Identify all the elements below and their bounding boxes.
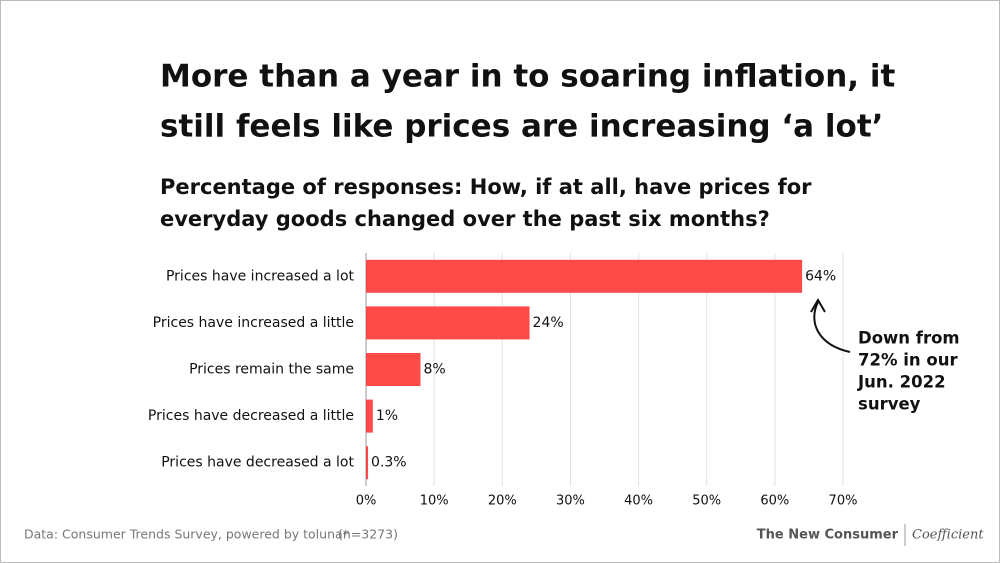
- annotation-arrowhead: [810, 298, 826, 313]
- value-label: 0.3%: [371, 455, 407, 471]
- x-tick-label: 70%: [829, 494, 858, 509]
- x-tick-label: 0%: [356, 494, 377, 509]
- x-tick-label: 50%: [692, 494, 721, 509]
- value-label: 8%: [424, 362, 446, 378]
- annotation: Down from: [858, 329, 960, 348]
- x-tick-label: 20%: [488, 494, 517, 509]
- chart-title: More than a year in to soaring inflation…: [160, 59, 895, 95]
- annotation: 72% in our: [858, 351, 958, 370]
- y-tick-label: Prices have decreased a little: [148, 408, 354, 424]
- y-tick-label: Prices have increased a lot: [166, 268, 355, 284]
- bar: [366, 306, 530, 340]
- bar: [366, 353, 421, 386]
- bar: [366, 446, 369, 480]
- bar: [366, 259, 803, 293]
- source: Data: Consumer Trends Survey, powered by…: [24, 527, 349, 542]
- value-label: 64%: [805, 268, 836, 284]
- brand: Coefficient: [912, 528, 984, 543]
- x-tick-label: 60%: [760, 494, 789, 509]
- annotation-arrow: [813, 301, 851, 353]
- chart-title: still feels like prices are increasing ‘…: [160, 109, 883, 145]
- annotation: Jun. 2022: [857, 373, 946, 392]
- x-tick-label: 30%: [556, 494, 585, 509]
- value-label: 24%: [533, 315, 564, 331]
- brand: The New Consumer: [757, 528, 899, 543]
- y-tick-label: Prices have increased a little: [153, 315, 354, 331]
- annotation: survey: [858, 395, 921, 414]
- y-tick-label: Prices remain the same: [189, 362, 354, 378]
- x-tick-label: 40%: [624, 494, 653, 509]
- chart-subtitle: everyday goods changed over the past six…: [160, 207, 770, 231]
- bar: [366, 399, 373, 433]
- y-tick-label: Prices have decreased a lot: [161, 455, 354, 471]
- x-tick-label: 10%: [420, 494, 449, 509]
- chart-subtitle: Percentage of responses: How, if at all,…: [160, 175, 812, 199]
- sample-size: (n=3273): [338, 527, 398, 542]
- value-label: 1%: [376, 408, 398, 424]
